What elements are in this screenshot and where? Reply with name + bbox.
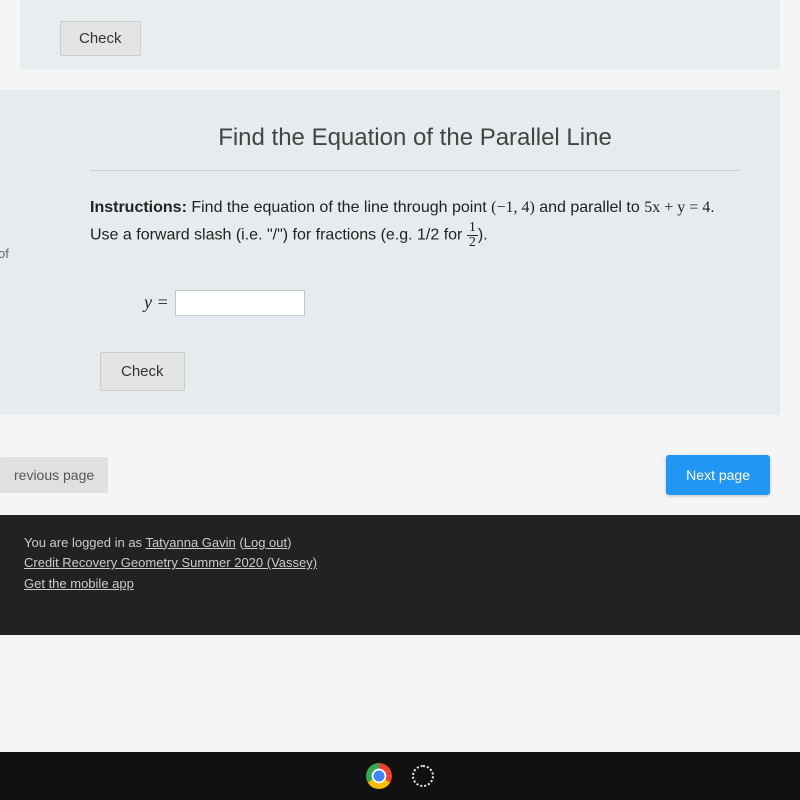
chrome-icon[interactable] — [366, 763, 392, 789]
footer-login-line: You are logged in as Tatyanna Gavin (Log… — [24, 533, 776, 554]
user-link[interactable]: Tatyanna Gavin — [145, 535, 235, 550]
previous-page-button[interactable]: revious page — [0, 457, 108, 493]
answer-prefix: y = — [144, 292, 169, 313]
fraction-example: 12 — [467, 221, 478, 250]
question-card: of Find the Equation of the Parallel Lin… — [0, 90, 780, 415]
nav-row: revious page Next page — [0, 415, 800, 515]
instructions-label: Instructions: — [90, 199, 187, 216]
given-equation: 5x + y = 4 — [644, 199, 710, 216]
answer-row: y = — [144, 290, 740, 316]
course-link[interactable]: Credit Recovery Geometry Summer 2020 (Va… — [24, 555, 317, 570]
instructions-text: Instructions: Find the equation of the l… — [90, 195, 740, 250]
logout-link[interactable]: Log out — [244, 535, 287, 550]
page-footer: You are logged in as Tatyanna Gavin (Log… — [0, 515, 800, 635]
point-value: (−1, 4) — [491, 199, 535, 216]
check-button-top[interactable]: Check — [60, 21, 141, 56]
answer-input[interactable] — [175, 290, 305, 316]
side-tab-label: of — [0, 246, 9, 261]
next-page-button[interactable]: Next page — [666, 455, 770, 495]
previous-question-card: Check — [20, 0, 780, 70]
loading-icon — [412, 765, 434, 787]
page-container: Check of Find the Equation of the Parall… — [0, 0, 800, 800]
question-title: Find the Equation of the Parallel Line — [90, 114, 740, 171]
mobile-app-link[interactable]: Get the mobile app — [24, 576, 134, 591]
taskbar — [0, 752, 800, 800]
check-button[interactable]: Check — [100, 352, 185, 391]
